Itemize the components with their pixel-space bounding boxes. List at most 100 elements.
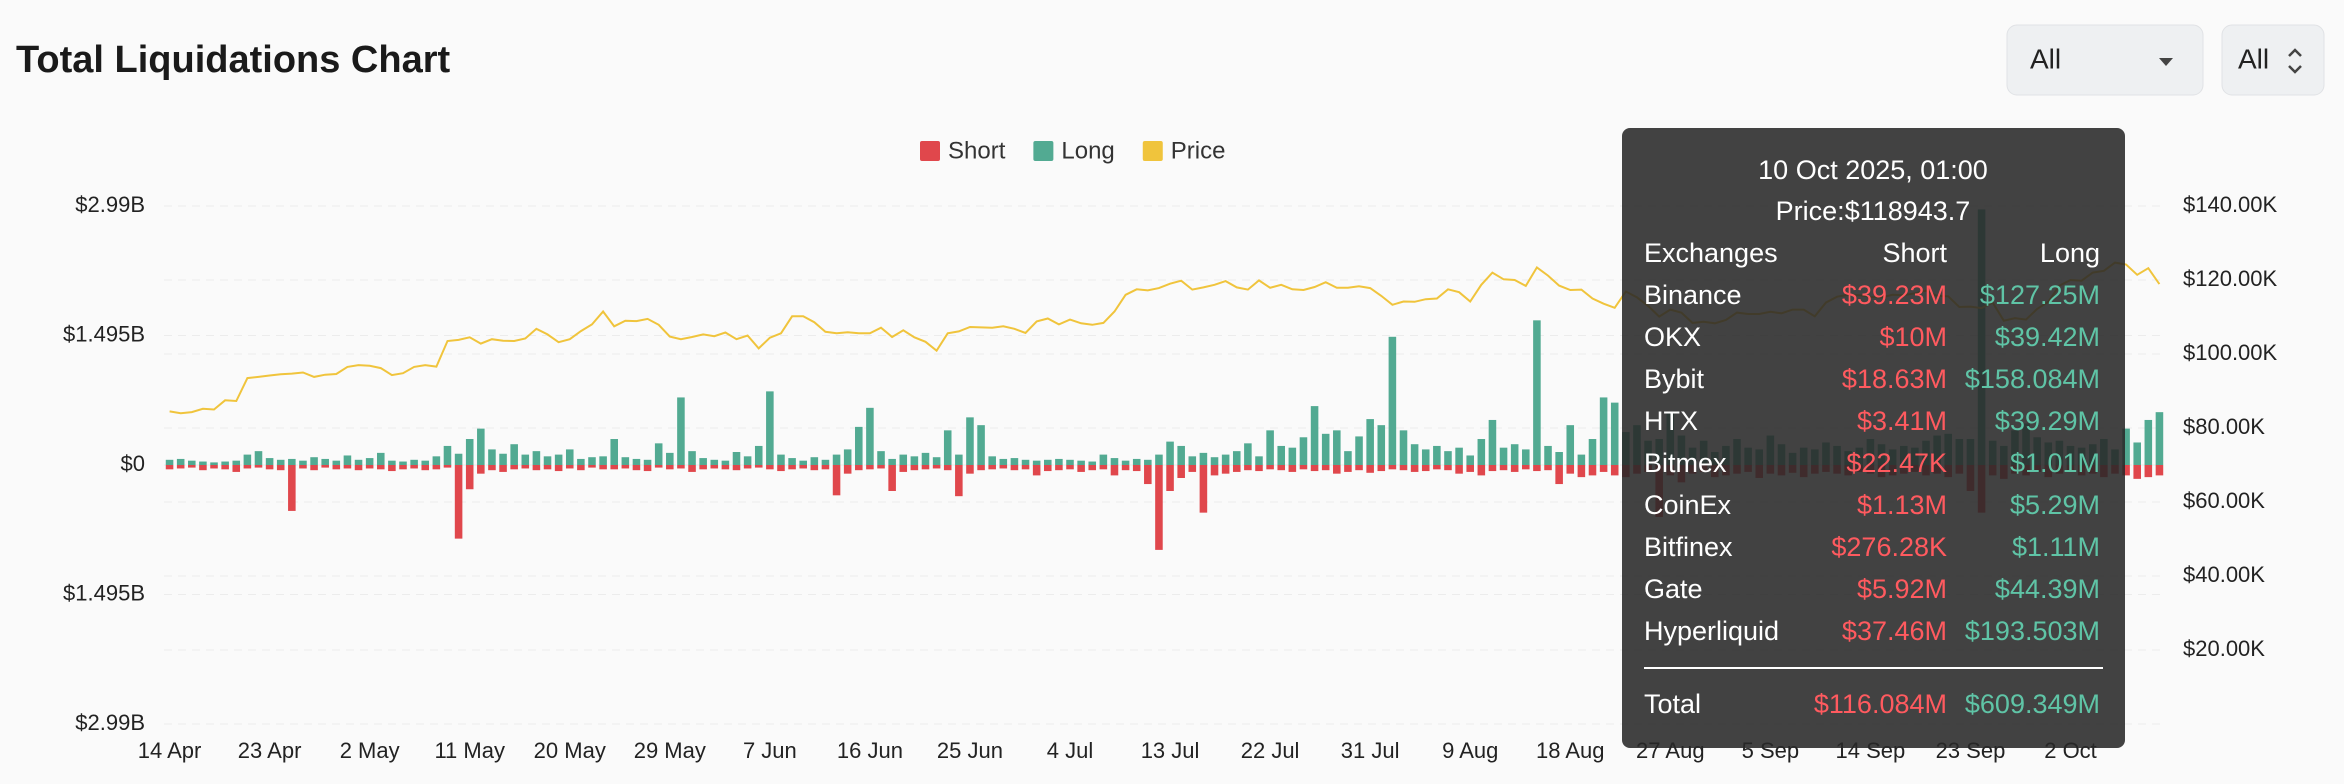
bar bbox=[966, 465, 974, 474]
tooltip-cell: $37.46M bbox=[1842, 616, 1947, 646]
dropdown[interactable] bbox=[2221, 24, 2325, 96]
tooltip-cell: $276.28K bbox=[1831, 532, 1947, 562]
bar bbox=[276, 459, 285, 465]
bar bbox=[721, 460, 730, 465]
bar bbox=[410, 465, 418, 469]
bar bbox=[1499, 465, 1508, 471]
bar bbox=[666, 465, 674, 470]
y2-tick-label: $40.00K bbox=[2183, 562, 2265, 587]
bar bbox=[754, 445, 763, 465]
bar bbox=[443, 445, 452, 465]
bar bbox=[599, 456, 607, 465]
tooltip-cell: $5.29M bbox=[2010, 490, 2100, 520]
bar bbox=[1455, 447, 1463, 465]
bar bbox=[621, 457, 630, 465]
tooltip bbox=[1622, 128, 2125, 748]
bar bbox=[1410, 444, 1419, 465]
bar bbox=[1032, 465, 1041, 476]
bar bbox=[1155, 465, 1163, 550]
bar bbox=[1610, 402, 1619, 465]
bar bbox=[1477, 439, 1486, 465]
bar bbox=[1277, 445, 1286, 465]
bar bbox=[1021, 459, 1030, 465]
bar bbox=[1277, 465, 1286, 471]
bar bbox=[1355, 465, 1363, 471]
bar bbox=[399, 461, 407, 465]
bar bbox=[1066, 465, 1074, 470]
bar bbox=[999, 465, 1008, 469]
bar bbox=[1366, 465, 1374, 473]
bar bbox=[1166, 441, 1174, 465]
bar bbox=[477, 428, 485, 465]
bar bbox=[188, 465, 196, 468]
bar bbox=[1488, 465, 1497, 472]
bar bbox=[565, 465, 574, 469]
tooltip-cell: $127.25M bbox=[1980, 280, 2100, 310]
tooltip-total: $116.084M bbox=[1814, 689, 1947, 719]
bar bbox=[766, 391, 774, 465]
bar bbox=[477, 465, 485, 474]
bar bbox=[1344, 451, 1352, 465]
bar bbox=[332, 460, 341, 465]
bar bbox=[188, 460, 196, 465]
tooltip-cell: $193.503M bbox=[1965, 616, 2100, 646]
bar bbox=[1588, 465, 1597, 476]
bar bbox=[1433, 465, 1441, 470]
dropdown[interactable] bbox=[2006, 24, 2204, 96]
bar bbox=[232, 460, 241, 465]
bar bbox=[1199, 452, 1208, 465]
bar bbox=[932, 465, 941, 469]
bar bbox=[1588, 439, 1597, 465]
bar bbox=[688, 465, 696, 472]
bar bbox=[1043, 465, 1052, 472]
bar bbox=[2155, 465, 2164, 476]
legend-label: Short bbox=[948, 137, 1006, 164]
bar bbox=[677, 397, 685, 465]
bar bbox=[2144, 465, 2153, 478]
bar bbox=[443, 465, 452, 468]
bar bbox=[721, 465, 730, 470]
dropdown-arrow bbox=[2288, 48, 2302, 74]
bar bbox=[610, 465, 619, 470]
bar bbox=[1366, 419, 1374, 465]
bar bbox=[1144, 459, 1152, 465]
bar bbox=[1455, 465, 1463, 474]
bar bbox=[1199, 465, 1208, 513]
bar bbox=[955, 465, 963, 497]
bar bbox=[1088, 461, 1097, 465]
bar bbox=[588, 465, 596, 468]
bar bbox=[766, 465, 774, 470]
legend-swatch bbox=[920, 141, 940, 161]
tooltip-cell: $10M bbox=[1879, 322, 1947, 352]
bar bbox=[910, 465, 919, 471]
bar bbox=[1299, 437, 1308, 465]
bar bbox=[1244, 465, 1252, 471]
bar bbox=[176, 458, 185, 465]
x-tick-label: 23 Apr bbox=[238, 738, 302, 763]
bar bbox=[866, 465, 874, 470]
tooltip-cell: $1.11M bbox=[2012, 532, 2100, 562]
bar bbox=[1355, 436, 1363, 465]
tooltip-header: Short bbox=[1882, 238, 1947, 268]
bar bbox=[732, 452, 741, 465]
bar bbox=[1121, 465, 1130, 471]
bar bbox=[2122, 465, 2130, 476]
bar bbox=[365, 458, 374, 465]
bar bbox=[1288, 465, 1297, 472]
bar bbox=[199, 465, 207, 471]
bar bbox=[1555, 465, 1563, 485]
x-tick-label: 16 Jun bbox=[837, 738, 903, 763]
bar bbox=[1399, 465, 1408, 471]
bar bbox=[1010, 458, 1019, 465]
bar bbox=[388, 460, 396, 465]
bar bbox=[288, 458, 296, 465]
bar bbox=[743, 456, 752, 465]
bar bbox=[699, 465, 707, 470]
bar bbox=[432, 456, 441, 465]
tooltip-cell: CoinEx bbox=[1644, 490, 1732, 520]
bar bbox=[1099, 465, 1108, 470]
x-tick-label: 11 May bbox=[434, 738, 505, 763]
bar bbox=[888, 465, 896, 491]
bar bbox=[454, 453, 463, 465]
bar bbox=[299, 465, 307, 469]
